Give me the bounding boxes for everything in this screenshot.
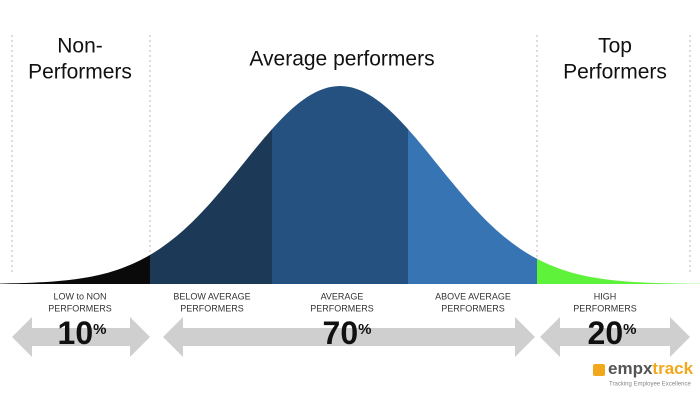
arrow (540, 317, 690, 357)
bell-curve (0, 86, 700, 284)
arrow (12, 317, 150, 357)
segment-label: PERFORMERS (573, 303, 637, 313)
segment-label: PERFORMERS (441, 303, 505, 313)
percentage: 70% (323, 315, 372, 351)
percentage: 20% (588, 315, 637, 351)
percentage-unit: % (93, 321, 106, 338)
arrow (163, 317, 535, 357)
logo-name-part: track (652, 359, 693, 378)
heading: Average performers (249, 48, 434, 71)
curve-segment (272, 86, 408, 284)
heading: Performers (563, 61, 667, 84)
segment-label: LOW to NON (53, 291, 106, 301)
percentage-value: 70 (323, 315, 359, 351)
curve-segment (408, 86, 537, 284)
logo-name: empxtrack (608, 359, 694, 378)
segment-label: PERFORMERS (48, 303, 112, 313)
percentage: 10% (58, 315, 107, 351)
segment-label: HIGH (594, 291, 617, 301)
heading: Top (598, 35, 632, 58)
heading: Non- (57, 35, 103, 58)
percentage-value: 20 (588, 315, 624, 351)
curve-segment (150, 86, 272, 284)
arrows (12, 317, 690, 357)
segment-label: BELOW AVERAGE (173, 291, 250, 301)
segment-label: ABOVE AVERAGE (435, 291, 511, 301)
segment-label: PERFORMERS (310, 303, 374, 313)
segment-label: AVERAGE (321, 291, 364, 301)
percentage-unit: % (358, 321, 371, 338)
logo-tagline: Tracking Employee Excellence (609, 382, 691, 388)
segment-label: PERFORMERS (180, 303, 244, 313)
logo-name-part: empx (608, 359, 653, 378)
logo-icon (593, 364, 605, 376)
heading: Performers (28, 61, 132, 84)
percentage-unit: % (623, 321, 636, 338)
percentage-value: 10 (58, 315, 94, 351)
